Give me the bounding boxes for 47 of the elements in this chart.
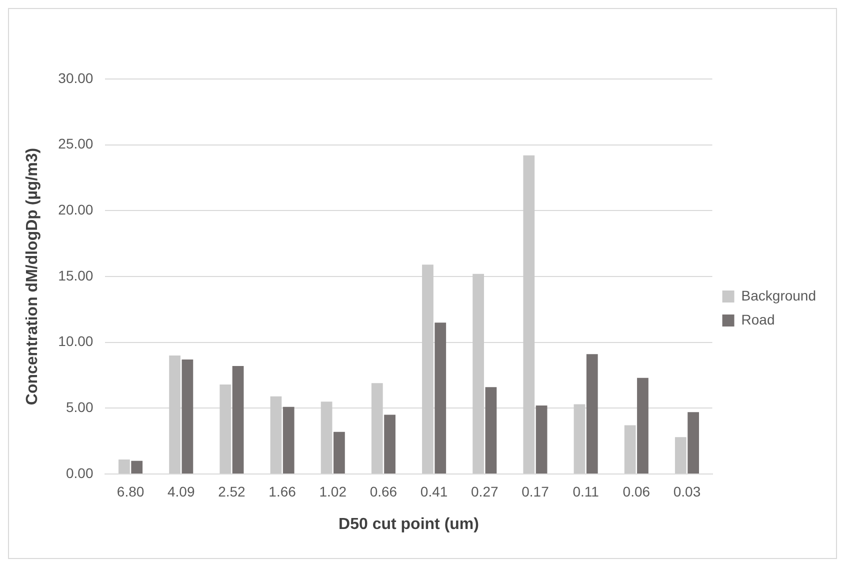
bar	[434, 322, 446, 474]
bar	[536, 406, 548, 474]
bar	[637, 378, 648, 474]
x-tick-label: 0.11	[572, 483, 600, 500]
bar	[182, 359, 194, 474]
x-tick-label: 6.80	[116, 483, 144, 500]
bar	[118, 460, 130, 474]
x-tick-label: 0.03	[673, 483, 701, 500]
bar	[422, 264, 434, 474]
legend-label: Background	[741, 287, 816, 304]
y-tick-label: 5.00	[66, 399, 94, 416]
bar	[282, 406, 294, 474]
y-axis-title: Concentration dM/dlogDp (µg/m3)	[24, 148, 42, 406]
x-tick-label: 0.17	[522, 483, 550, 500]
x-tick-label: 4.09	[167, 483, 195, 500]
x-tick-label: 2.52	[218, 483, 246, 500]
y-tick-label: 15.00	[58, 267, 94, 284]
x-tick-label: 1.02	[319, 483, 347, 500]
y-tick-label: 0.00	[66, 464, 94, 481]
bar	[472, 274, 484, 474]
x-axis-title: D50 cut point (um)	[338, 516, 479, 533]
bar	[131, 460, 143, 474]
bar	[371, 383, 383, 474]
bar	[169, 356, 180, 474]
y-tick-label: 25.00	[58, 136, 94, 152]
bar	[334, 432, 345, 474]
bar	[586, 354, 598, 474]
bar	[624, 425, 636, 474]
bar	[320, 402, 332, 474]
y-tick-label: 10.00	[58, 333, 94, 350]
bar	[232, 366, 244, 474]
bar	[220, 384, 232, 474]
x-tick-label: 0.66	[370, 483, 398, 500]
bar	[674, 437, 686, 474]
bar	[523, 155, 535, 474]
bar	[574, 404, 586, 474]
y-tick-label: 20.00	[58, 202, 94, 218]
bar	[384, 414, 396, 474]
bar	[688, 412, 700, 474]
x-tick-label: 0.27	[471, 483, 498, 500]
x-tick-label: 0.41	[420, 483, 448, 500]
x-tick-label: 1.66	[268, 483, 296, 500]
bar	[485, 387, 497, 474]
y-tick-label: 30.00	[58, 70, 94, 86]
legend-label: Road	[741, 311, 775, 328]
x-tick-label: 0.06	[622, 483, 650, 500]
bar	[270, 396, 282, 474]
